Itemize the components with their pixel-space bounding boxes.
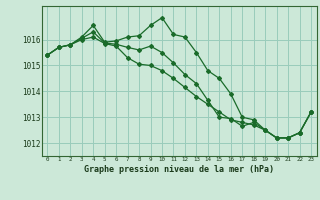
X-axis label: Graphe pression niveau de la mer (hPa): Graphe pression niveau de la mer (hPa) xyxy=(84,165,274,174)
